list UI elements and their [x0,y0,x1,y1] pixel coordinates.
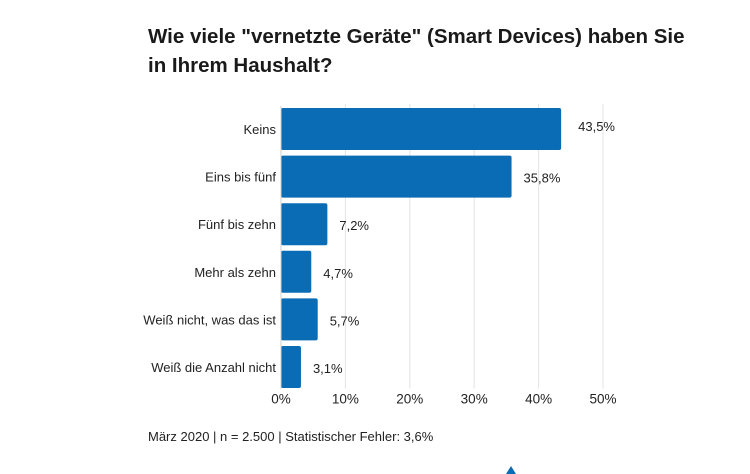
category-label: Fünf bis zehn [198,217,276,232]
category-label: Keins [243,122,276,137]
bar [281,250,312,293]
value-label: 35,8% [524,171,561,186]
x-tick-label: 0% [271,392,291,407]
category-label: Weiß nicht, was das ist [143,312,276,327]
value-label: 3,1% [313,361,343,376]
x-tick-label: 10% [332,392,359,407]
x-tick-label: 30% [461,392,488,407]
bar [281,108,562,150]
logo-icon [506,466,516,474]
category-label: Mehr als zehn [194,265,276,280]
bar [281,155,512,198]
category-label: Weiß die Anzahl nicht [151,360,276,375]
value-label: 5,7% [330,313,360,328]
value-label: 7,2% [339,218,369,233]
chart-title: Wie viele "vernetzte Geräte" (Smart Devi… [148,25,685,77]
value-label: 4,7% [323,266,353,281]
bar [281,346,301,388]
x-tick-label: 40% [525,392,552,407]
x-tick-label: 20% [396,392,423,407]
bar [281,203,328,246]
bar [281,298,318,341]
chart-footer: März 2020 | n = 2.500 | Statistischer Fe… [148,429,434,444]
value-label: 43,5% [578,119,615,134]
x-tick-label: 50% [589,392,616,407]
category-label: Eins bis fünf [205,170,276,185]
